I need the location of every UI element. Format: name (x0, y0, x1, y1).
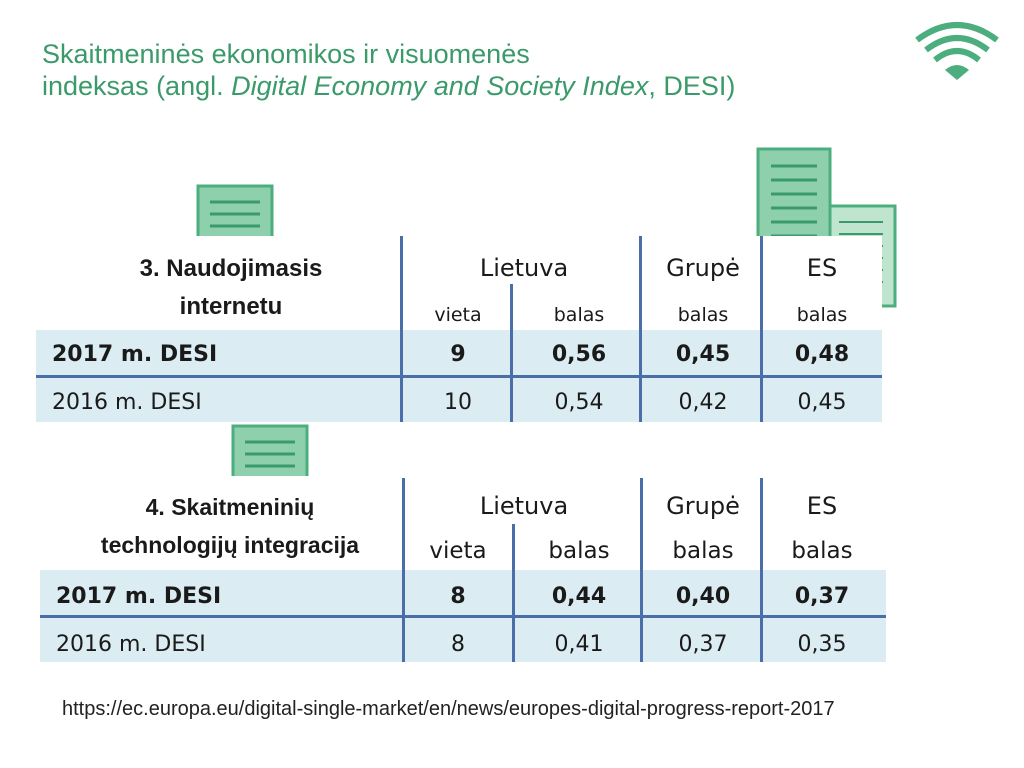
cell-es: 0,37 (794, 584, 850, 609)
cell-vieta: 8 (450, 584, 466, 609)
cell-lt-balas: 0,56 (551, 342, 607, 367)
subheader-balas-grupe: balas (672, 538, 734, 564)
title-suffix: , DESI) (648, 71, 736, 101)
row-divider (36, 375, 882, 378)
subheader-balas-lt: balas (553, 304, 605, 326)
column-divider (402, 478, 405, 662)
column-divider (512, 524, 515, 662)
col-header-es: ES (806, 254, 838, 282)
row-label: 2017 m. DESI (52, 342, 218, 367)
subheader-vieta: vieta (434, 304, 482, 326)
page-title: Skaitmeninės ekonomikos ir visuomenės in… (42, 38, 942, 102)
desi-table-internet: 3. Naudojimasis internetu Lietuva Grupė … (36, 236, 882, 422)
source-url[interactable]: https://ec.europa.eu/digital-single-mark… (62, 698, 835, 720)
cell-grupe: 0,42 (678, 390, 728, 415)
section-title-line2: internetu (179, 293, 283, 320)
row-highlight (40, 570, 886, 616)
desi-table-integration: 4. Skaitmeninių technologijų integracija… (40, 476, 886, 662)
column-divider (510, 284, 513, 422)
section-title-line2: technologijų integracija (100, 532, 360, 558)
subheader-vieta: vieta (429, 538, 487, 564)
subheader-balas-lt: balas (548, 538, 610, 564)
col-header-lietuva: Lietuva (479, 254, 569, 282)
cell-lt-balas: 0,41 (554, 632, 604, 657)
cell-es: 0,48 (794, 342, 850, 367)
subheader-balas-es: balas (796, 304, 848, 326)
section-title: 4. Skaitmeninių technologijų integracija (60, 488, 400, 564)
section-title-line1: 4. Skaitmeninių (145, 494, 315, 520)
column-divider (760, 236, 763, 422)
cell-es: 0,35 (797, 632, 847, 657)
column-divider (640, 478, 643, 662)
subheader-balas-grupe: balas (677, 304, 729, 326)
row-label: 2016 m. DESI (52, 390, 202, 415)
title-line-2: indeksas (angl. Digital Economy and Soci… (42, 70, 942, 102)
document-icon-2 (231, 424, 309, 480)
col-header-lietuva: Lietuva (479, 492, 569, 520)
subheader-balas-es: balas (791, 538, 853, 564)
column-divider (639, 236, 642, 422)
cell-grupe: 0,40 (675, 584, 731, 609)
col-header-grupe: Grupė (666, 254, 740, 282)
col-header-grupe: Grupė (666, 492, 740, 520)
cell-grupe: 0,37 (678, 632, 728, 657)
cell-lt-balas: 0,44 (551, 584, 607, 609)
col-header-es: ES (806, 492, 838, 520)
row-label: 2017 m. DESI (56, 584, 222, 609)
document-icon (196, 184, 274, 240)
title-prefix: indeksas (angl. (42, 71, 232, 101)
wifi-icon (915, 22, 999, 80)
cell-lt-balas: 0,54 (554, 390, 604, 415)
cell-es: 0,45 (797, 390, 847, 415)
row-divider (40, 615, 886, 618)
cell-vieta: 10 (444, 390, 472, 415)
row-label: 2016 m. DESI (56, 632, 206, 657)
section-title-line1: 3. Naudojimasis (139, 255, 323, 282)
section-title: 3. Naudojimasis internetu (66, 250, 396, 326)
row-highlight-2 (40, 618, 886, 662)
cell-vieta: 8 (451, 632, 465, 657)
cell-grupe: 0,45 (675, 342, 731, 367)
title-line-1: Skaitmeninės ekonomikos ir visuomenės (42, 39, 530, 69)
column-divider (760, 478, 763, 662)
column-divider (400, 236, 403, 422)
cell-vieta: 9 (450, 342, 466, 367)
row-highlight (36, 330, 882, 376)
title-italic: Digital Economy and Society Index (231, 71, 649, 101)
row-highlight-2 (36, 378, 882, 422)
